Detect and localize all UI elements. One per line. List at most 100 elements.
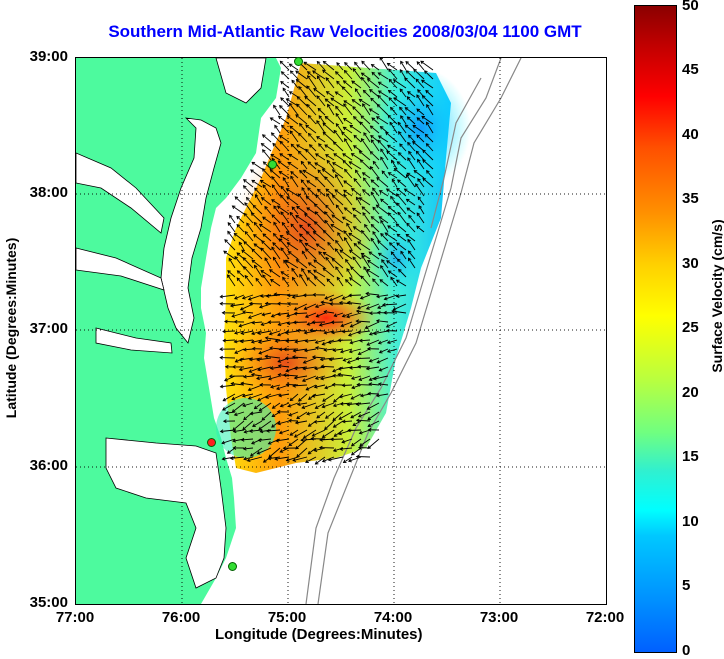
velocity-arrow <box>334 248 344 260</box>
y-tick-4: 36:00 <box>29 457 68 474</box>
velocity-arrowhead <box>264 205 268 210</box>
velocity-arrowhead <box>284 356 289 361</box>
velocity-arrowhead <box>387 212 392 216</box>
velocity-arrowhead <box>387 225 391 229</box>
velocity-arrow <box>353 214 362 224</box>
velocity-arrow <box>358 375 371 381</box>
velocity-arrowhead <box>327 103 331 108</box>
velocity-arrow <box>389 122 398 134</box>
velocity-arrow <box>326 193 335 206</box>
velocity-arrowhead <box>322 131 327 136</box>
velocity-arrowhead <box>283 347 287 352</box>
velocity-arrow <box>335 240 344 251</box>
velocity-arrowhead <box>322 60 327 65</box>
map-title: Southern Mid-Atlantic Raw Velocities 200… <box>108 22 582 41</box>
velocity-arrow <box>250 169 263 179</box>
velocity-arrowhead <box>322 229 327 234</box>
velocity-arrowhead <box>356 330 361 335</box>
velocity-arrow <box>325 116 335 125</box>
velocity-arrowhead <box>333 313 338 318</box>
velocity-arrow <box>279 135 290 143</box>
velocity-arrow <box>290 171 299 179</box>
velocity-arrow <box>292 277 299 287</box>
velocity-arrow <box>272 402 281 409</box>
velocity-arrow <box>378 90 389 98</box>
velocity-arrow <box>294 375 308 379</box>
velocity-arrowhead <box>354 88 359 92</box>
velocity-arrow <box>315 303 326 308</box>
velocity-arrowhead <box>381 259 385 263</box>
velocity-arrow <box>222 402 236 411</box>
velocity-arrowhead <box>267 456 272 461</box>
velocity-arrowhead <box>267 376 272 381</box>
velocity-arrowhead <box>332 373 336 378</box>
velocity-arrow <box>416 225 425 233</box>
velocity-arrow <box>299 123 308 134</box>
velocity-arrowhead <box>273 221 277 226</box>
velocity-arrowhead <box>376 103 381 108</box>
velocity-arrow <box>251 212 263 224</box>
velocity-arrowhead <box>283 259 287 264</box>
velocity-arrowhead <box>231 396 236 401</box>
velocity-arrow <box>281 222 290 233</box>
velocity-arrowhead <box>301 250 306 255</box>
colorbar-tick: 45 <box>682 61 699 78</box>
velocity-arrow <box>296 96 308 107</box>
velocity-arrow <box>376 204 389 215</box>
velocity-arrowhead <box>271 199 275 203</box>
velocity-arrowhead <box>367 260 371 264</box>
velocity-arrowhead <box>367 391 372 396</box>
velocity-arrow <box>377 357 389 364</box>
velocity-arrow <box>344 237 353 251</box>
x-tick-3: 75:00 <box>267 609 307 626</box>
velocity-arrow <box>299 224 308 233</box>
velocity-arrow <box>257 357 272 361</box>
velocity-arrowhead <box>378 367 383 372</box>
velocity-arrow <box>345 279 353 287</box>
velocity-arrow <box>305 149 317 161</box>
velocity-arrow <box>376 104 389 116</box>
velocity-arrow <box>400 115 407 125</box>
velocity-arrowhead <box>295 78 300 83</box>
velocity-arrow <box>316 411 326 419</box>
velocity-arrow <box>322 267 335 278</box>
velocity-arrowhead <box>262 459 267 463</box>
velocity-arrow <box>271 214 281 224</box>
velocity-arrowhead <box>250 169 254 173</box>
velocity-arrow <box>358 411 371 418</box>
velocity-arrowhead <box>388 78 393 83</box>
velocity-arrow <box>273 257 281 269</box>
velocity-arrowhead <box>227 221 232 226</box>
velocity-arrowhead <box>352 68 357 72</box>
velocity-arrow <box>279 60 290 71</box>
velocity-arrow <box>379 348 389 354</box>
velocity-arrow <box>288 438 299 446</box>
velocity-arrowhead <box>406 172 411 177</box>
velocity-arrow <box>286 188 299 197</box>
velocity-arrow <box>239 366 254 371</box>
velocity-arrowhead <box>355 418 360 423</box>
velocity-arrow <box>359 339 371 342</box>
velocity-arrow <box>408 134 416 143</box>
velocity-arrowhead <box>222 397 227 402</box>
velocity-arrow <box>376 320 389 323</box>
velocity-arrowhead <box>322 267 327 272</box>
velocity-arrowhead <box>236 270 241 274</box>
velocity-arrowhead <box>425 121 430 126</box>
velocity-arrowhead <box>260 294 264 298</box>
velocity-arrow <box>280 81 290 89</box>
velocity-arrow <box>351 447 362 456</box>
velocity-arrow <box>259 303 272 308</box>
velocity-arrow <box>398 131 407 143</box>
velocity-arrowhead <box>341 439 346 444</box>
velocity-arrow <box>334 189 344 197</box>
velocity-arrow <box>264 206 272 215</box>
velocity-arrowhead <box>355 319 360 324</box>
velocity-arrow <box>305 339 317 342</box>
velocity-arrow <box>325 204 335 215</box>
velocity-arrowhead <box>261 134 266 138</box>
velocity-arrow <box>332 169 344 179</box>
velocity-arrowhead <box>422 149 426 154</box>
velocity-arrowhead <box>288 102 293 107</box>
velocity-arrowhead <box>314 340 319 344</box>
